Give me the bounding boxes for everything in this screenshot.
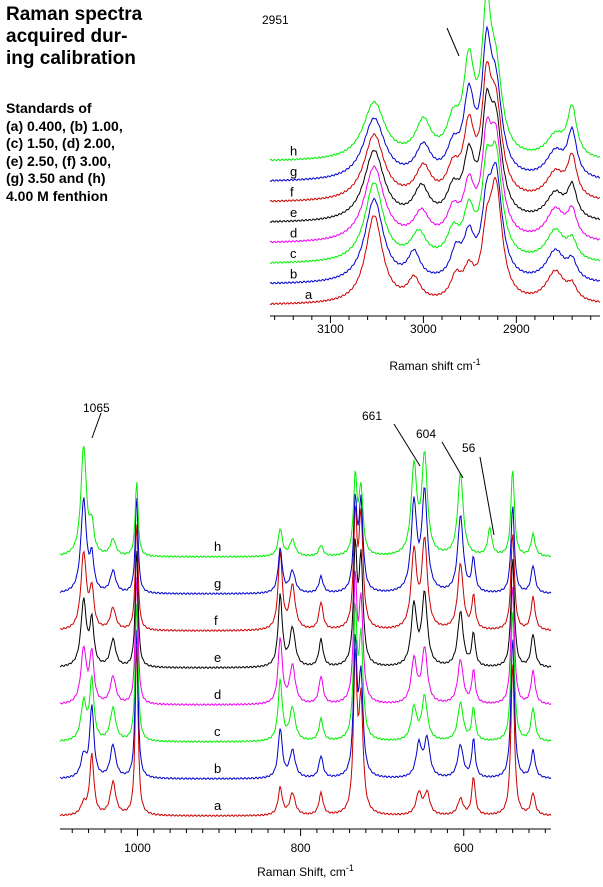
bottom-peak-annotation: 56 [462, 441, 476, 455]
standards-note: Standards of (a) 0.400, (b) 1.00, (c) 1.… [6, 100, 176, 205]
top-series-label-g: g [290, 164, 297, 179]
top-spectrum-c [269, 140, 601, 265]
bottom-spectrum-a [59, 646, 552, 818]
bottom-spectrum-c [59, 602, 552, 744]
top-spectrum-e [269, 87, 601, 224]
note-line: (g) 3.50 and (h) [6, 170, 106, 186]
top-spectrum-h [269, 0, 601, 162]
top-spectrum-f [269, 60, 601, 203]
note-line: (c) 1.50, (d) 2.00, [6, 135, 115, 151]
bottom-series-label-e: e [214, 650, 221, 665]
top-x-axis-label: Raman shift cm-1 [389, 357, 480, 373]
bottom-peak-annotation: 1065 [83, 401, 110, 415]
bottom-tick-label: 600 [454, 841, 474, 855]
bottom-spectrum-h [59, 446, 552, 559]
bottom-peak-annotation: 661 [362, 409, 382, 423]
top-spectrum-d [269, 116, 601, 244]
bottom-series-label-g: g [214, 576, 221, 591]
bottom-spectrum-g [59, 487, 552, 596]
top-tick-label: 3100 [317, 322, 344, 336]
figure-title: Raman spectra acquired dur- ing calibrat… [6, 4, 176, 70]
title-line: acquired dur- [6, 26, 128, 47]
bottom-x-axis-label: Raman Shift, cm-1 [257, 863, 354, 879]
bottom-series-label-f: f [214, 613, 218, 628]
top-tick-label: 3000 [410, 322, 437, 336]
top-tick-label: 2900 [503, 322, 530, 336]
bottom-spectrum-b [59, 629, 552, 781]
bottom-series-label-d: d [214, 687, 221, 702]
bottom-peak-annotation: 604 [416, 427, 436, 441]
bottom-annotation-leader [393, 423, 421, 467]
top-spectrum-a [269, 176, 601, 306]
bottom-series-label-c: c [214, 724, 221, 739]
bottom-annotation-leader [479, 456, 495, 536]
title-line: Raman spectra [6, 4, 143, 25]
bottom-annotation-leader [441, 441, 464, 479]
top-annotation-leader [446, 27, 460, 57]
note-line: Standards of [6, 100, 92, 116]
bottom-tick-label: 800 [291, 841, 311, 855]
top-series-label-e: e [290, 205, 297, 220]
bottom-annotation-leader [91, 412, 102, 439]
top-series-label-c: c [290, 246, 297, 261]
bottom-series-label-a: a [214, 798, 222, 813]
note-line: (e) 2.50, (f) 3.00, [6, 152, 112, 169]
top-peak-annotation: 2951 [262, 13, 289, 27]
top-spectrum-g [269, 25, 601, 183]
top-series-label-b: b [290, 267, 297, 282]
note-line: 4.00 M fenthion [6, 187, 108, 204]
top-series-label-a: a [305, 287, 313, 302]
note-line: (a) 0.400, (b) 1.00, [6, 117, 123, 134]
bottom-spectrum-f [59, 505, 552, 633]
top-series-label-d: d [290, 226, 297, 241]
top-series-label-h: h [290, 144, 297, 159]
bottom-tick-label: 1000 [124, 841, 151, 855]
title-line: ing calibration [6, 48, 136, 69]
bottom-spectrum-d [59, 570, 552, 707]
bottom-series-label-b: b [214, 761, 221, 776]
top-spectrum-b [269, 161, 601, 285]
bottom-series-label-h: h [214, 539, 221, 554]
top-series-label-f: f [290, 185, 294, 200]
bottom-spectrum-e [59, 538, 552, 670]
